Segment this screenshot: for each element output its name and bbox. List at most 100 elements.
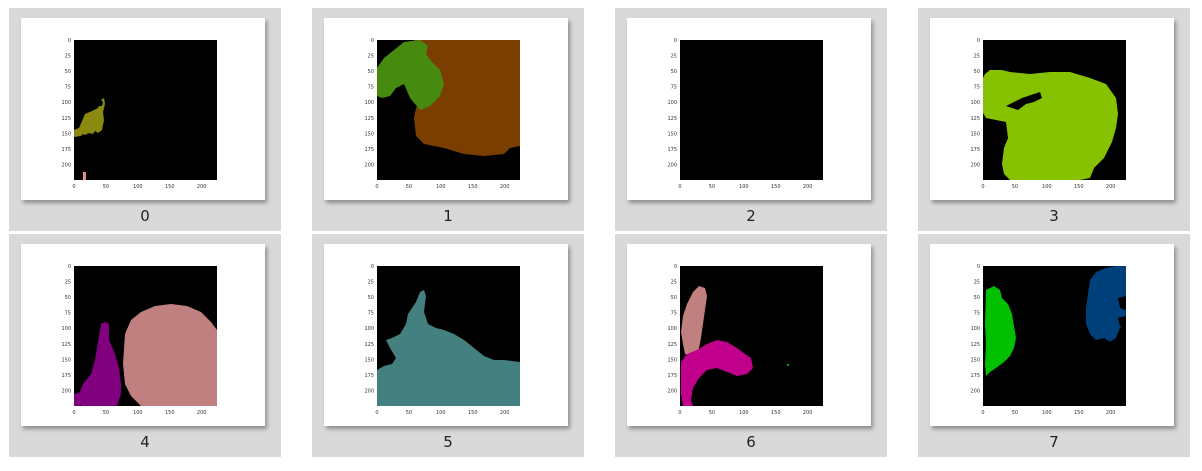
y-tick-label: 25 [368,54,374,60]
x-tick-label: 200 [500,184,510,190]
axes-frame: 0 25 50 75 100 125 150 175 200 0 50 100 150 200 [667,38,823,190]
x-tick-label: 0 [375,184,378,190]
x-tick-label: 100 [1042,184,1052,190]
y-tick-label: 0 [674,38,677,44]
x-tick-label: 50 [103,184,109,190]
x-tick-label: 150 [165,410,175,416]
y-tick-label: 100 [364,100,374,106]
y-tick-label: 75 [974,85,980,91]
axes-frame: 0 25 50 75 100 125 150 175 200 0 50 100 150 200 [970,264,1126,416]
mask-region [83,172,86,180]
panel-label: 1 [443,207,453,225]
y-tick-label: 175 [970,373,980,379]
plot-card: 0 25 50 75 100 125 150 175 200 0 50 100 150 200 [930,244,1174,426]
y-tick-label: 200 [667,162,677,168]
mask-plot: 0 25 50 75 100 125 150 175 200 0 50 100 150 200 [667,38,823,190]
y-tick-label: 125 [61,342,71,348]
x-tick-label: 0 [981,184,984,190]
y-tick-label: 150 [970,357,980,363]
x-tick-label: 100 [436,184,446,190]
y-tick-label: 175 [61,147,71,153]
mask-plot: 0 25 50 75 100 125 150 175 200 0 50 100 150 200 [61,264,217,416]
mask-region [123,304,217,406]
y-tick-label: 75 [65,85,71,91]
panel-1[interactable]: 0 25 50 75 100 125 150 175 200 0 50 100 150 200 1 [312,8,584,231]
x-tick-label: 150 [165,184,175,190]
y-tick-label: 200 [667,388,677,394]
y-tick-label: 75 [974,311,980,317]
x-tick-label: 200 [500,410,510,416]
x-tick-label: 100 [133,184,143,190]
y-tick-label: 100 [61,100,71,106]
panel-3[interactable]: 0 25 50 75 100 125 150 175 200 0 50 100 150 200 3 [918,8,1190,231]
mask-region [1086,266,1126,342]
y-tick-label: 150 [667,131,677,137]
y-tick-label: 25 [671,54,677,60]
x-tick-label: 100 [739,184,749,190]
x-tick-label: 50 [406,184,412,190]
x-tick-label: 50 [709,184,715,190]
y-tick-label: 25 [671,280,677,286]
y-tick-label: 125 [61,116,71,122]
y-tick-label: 75 [368,311,374,317]
y-tick-label: 125 [970,342,980,348]
mask-region [377,110,520,180]
y-tick-label: 150 [61,131,71,137]
image-area [680,40,823,180]
panel-5[interactable]: 0 25 50 75 100 125 150 175 200 0 50 100 150 200 5 [312,234,584,457]
y-tick-label: 100 [667,326,677,332]
y-tick-label: 0 [68,264,71,270]
panel-6[interactable]: 0 25 50 75 100 125 150 175 200 0 50 100 150 200 6 [615,234,887,457]
y-tick-label: 100 [970,326,980,332]
x-tick-label: 200 [803,410,813,416]
mask-plot: 0 25 50 75 100 125 150 175 200 0 50 100 150 200 [667,264,823,416]
mask-region [79,322,121,406]
panel-7[interactable]: 0 25 50 75 100 125 150 175 200 0 50 100 150 200 7 [918,234,1190,457]
y-tick-label: 200 [61,162,71,168]
mask-region [74,392,83,406]
x-tick-label: 200 [197,410,207,416]
panel-0[interactable]: 0 25 50 75 100 125 150 175 200 0 50 100 150 200 0 [9,8,281,231]
y-tick-label: 200 [970,162,980,168]
x-tick-label: 0 [375,410,378,416]
mask-plot: 0 25 50 75 100 125 150 175 200 0 50 100 150 200 [364,264,520,416]
mask-plot: 0 25 50 75 100 125 150 175 200 0 50 100 150 200 [61,38,217,190]
x-tick-label: 150 [1074,184,1084,190]
mask-region [681,340,753,406]
panel-label: 0 [140,207,150,225]
x-tick-label: 150 [1074,410,1084,416]
panel-4[interactable]: 0 25 50 75 100 125 150 175 200 0 50 100 150 200 4 [9,234,281,457]
axes-frame: 0 25 50 75 100 125 150 175 200 0 50 100 150 200 [364,264,520,416]
x-tick-label: 0 [72,184,75,190]
mask-region [74,98,105,137]
axes-frame: 0 25 50 75 100 125 150 175 200 0 50 100 150 200 [61,264,217,416]
y-tick-label: 175 [667,373,677,379]
mask-region [1118,316,1126,328]
mask-region [1006,92,1042,110]
panel-label: 3 [1049,207,1059,225]
mask-region [787,364,789,366]
plot-card: 0 25 50 75 100 125 150 175 200 0 50 100 150 200 [627,18,871,200]
y-tick-label: 0 [977,264,980,270]
y-tick-label: 50 [65,69,71,75]
mask-plot: 0 25 50 75 100 125 150 175 200 0 50 100 150 200 [970,264,1126,416]
x-tick-label: 200 [1106,184,1116,190]
y-tick-label: 175 [364,147,374,153]
y-tick-label: 50 [368,295,374,301]
x-tick-label: 50 [1012,410,1018,416]
mask-region [414,40,520,156]
x-tick-label: 50 [406,410,412,416]
plot-card: 0 25 50 75 100 125 150 175 200 0 50 100 150 200 [627,244,871,426]
mask-region [985,286,1016,376]
panel-label: 6 [746,433,756,451]
y-tick-label: 175 [364,373,374,379]
y-tick-label: 175 [61,373,71,379]
y-tick-label: 25 [974,54,980,60]
mask-region [377,290,520,406]
x-tick-label: 50 [1012,184,1018,190]
panel-label: 7 [1049,433,1059,451]
mask-region [1118,296,1126,310]
panel-2[interactable]: 0 25 50 75 100 125 150 175 200 0 50 100 150 200 2 [615,8,887,231]
y-tick-label: 50 [65,295,71,301]
